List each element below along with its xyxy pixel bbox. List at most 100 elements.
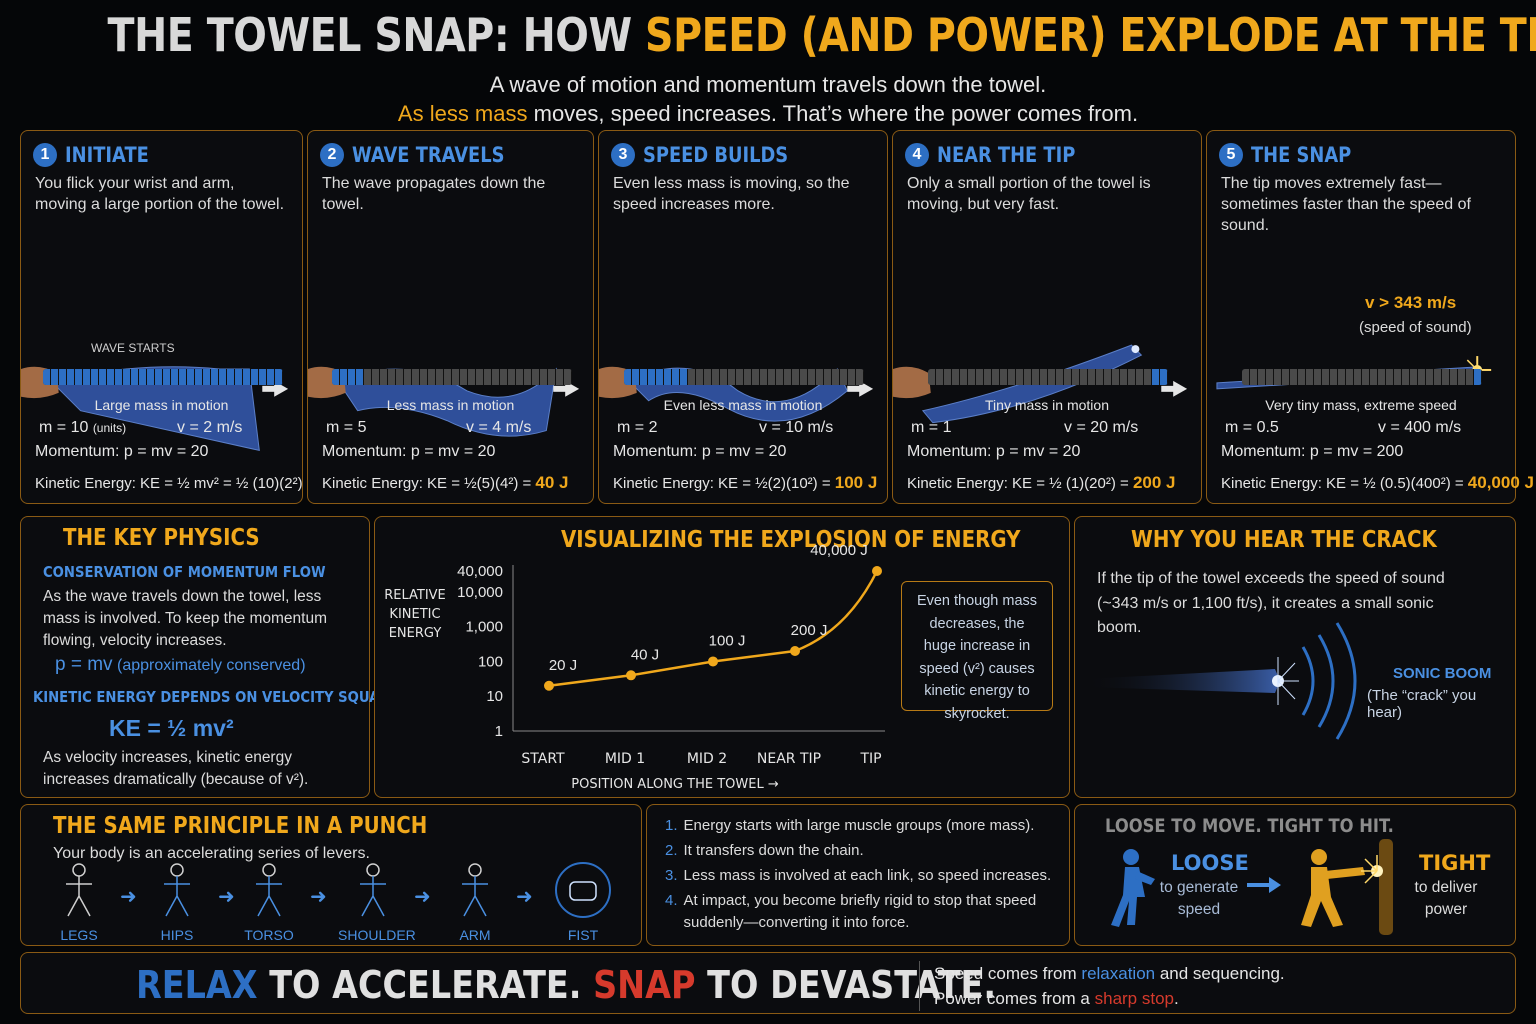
mass-segment [1016, 369, 1024, 385]
y-tick-label: 1 [495, 723, 503, 740]
chain-arrow-icon: ➜ [310, 886, 327, 908]
mass-segment [1314, 369, 1322, 385]
mass-segment [428, 369, 436, 385]
wave-starts-label: WAVE STARTS [91, 341, 175, 355]
data-point [790, 646, 800, 656]
mass-segment [792, 369, 800, 385]
mass-value-text: m = 2 [617, 419, 658, 436]
mass-segment [1434, 369, 1442, 385]
chain-link-legs: LEGS [44, 860, 114, 943]
mass-value-text: m = 10 [39, 419, 89, 436]
mass-segment [632, 369, 640, 385]
mass-value: m = 0.5 [1225, 419, 1279, 437]
data-label: 20 J [549, 657, 577, 674]
momentum-flow-heading: CONSERVATION OF MOMENTUM FLOW [43, 563, 326, 581]
step-number: 3 [611, 143, 635, 167]
mass-segment [1282, 369, 1290, 385]
mass-segment [824, 369, 832, 385]
chain-arrow-icon: ➜ [218, 886, 235, 908]
mass-segment [67, 369, 75, 385]
mass-segment [680, 369, 688, 385]
mass-segment [1458, 369, 1466, 385]
punch-list-panel: 1. Energy starts with large muscle groups… [646, 804, 1070, 946]
mass-segment [171, 369, 179, 385]
mass-segment [1346, 369, 1354, 385]
fist-icon [555, 862, 611, 918]
momentum-formula-main: p = mv [55, 654, 113, 675]
mass-segment [195, 369, 203, 385]
mass-segment [508, 369, 516, 385]
hips-icon [164, 863, 190, 917]
punch-step-text: At impact, you become briefly rigid to s… [683, 892, 1037, 931]
mass-unit: (units) [92, 421, 127, 435]
mass-segment [1024, 369, 1032, 385]
step-description: The tip moves extremely fast—sometimes f… [1221, 175, 1471, 234]
mass-segment [1128, 369, 1136, 385]
mass-segment [99, 369, 107, 385]
mass-segment [832, 369, 840, 385]
mass-segment [259, 369, 267, 385]
momentum-value: Momentum: p = mv = 20 [613, 443, 787, 460]
mass-value-text: m = 1 [911, 419, 952, 436]
kinetic-energy-formula: Kinetic Energy: KE = ½(5)(4²) = [322, 475, 536, 492]
data-label: 100 J [709, 632, 746, 649]
mass-segment [944, 369, 952, 385]
mass-segment [235, 369, 243, 385]
mass-segment [992, 369, 1000, 385]
mass-segment [524, 369, 532, 385]
chain-label: ARM [459, 927, 491, 943]
mass-segment [332, 369, 340, 385]
chain-arrow-icon: ➜ [516, 886, 533, 908]
y-tick-label: 40,000 [457, 563, 503, 580]
mass-segment [396, 369, 404, 385]
mass-segment [436, 369, 444, 385]
mass-segment [1426, 369, 1434, 385]
mass-segment [444, 369, 452, 385]
mass-segment [1032, 369, 1040, 385]
mass-segment [556, 369, 564, 385]
mass-segment [356, 369, 364, 385]
mass-segment [656, 369, 664, 385]
punch-step: 4. At impact, you become briefly rigid to… [665, 890, 1055, 934]
kinetic-energy: Kinetic Energy: KE = ½ (0.5)(400²) = 40,… [1221, 473, 1534, 493]
banner-line1b: relaxation [1081, 964, 1156, 983]
mass-segment [976, 369, 984, 385]
key-physics-panel: THE KEY PHYSICS CONSERVATION OF MOMENTUM… [20, 516, 410, 798]
momentum-value: Momentum: p = mv = 200 [1221, 443, 1404, 460]
series-line [548, 570, 879, 688]
y-tick-label: 10,000 [457, 584, 503, 601]
chain-label: LEGS [60, 927, 98, 943]
mass-segment [1450, 369, 1458, 385]
spark-icon [1131, 345, 1140, 354]
mass-segment [267, 369, 275, 385]
mass-segment [420, 369, 428, 385]
mass-segment [1160, 369, 1168, 385]
y-axis-label: ENERGY [389, 626, 442, 641]
kinetic-energy: Kinetic Energy: KE = ½ (1)(20²) = 200 J [907, 473, 1175, 493]
mass-segment [1298, 369, 1306, 385]
kinetic-energy-formula: Kinetic Energy: KE = ½ (1)(20²) = [907, 475, 1133, 492]
mass-segment [1386, 369, 1394, 385]
mass-segment [348, 369, 356, 385]
mass-segment [1056, 369, 1064, 385]
mass-segment [1394, 369, 1402, 385]
mass-segment [91, 369, 99, 385]
sonic-boom-illustration [1085, 622, 1357, 740]
mass-segment [211, 369, 219, 385]
punch-step-number: 2. [665, 842, 678, 859]
mass-segment [1152, 369, 1160, 385]
mass-segment [364, 369, 372, 385]
tight-boxer-icon [1301, 849, 1365, 927]
step-title: WAVE TRAVELS [352, 143, 505, 167]
mass-segment [1120, 369, 1128, 385]
kinetic-energy-value: 40,000 J [1467, 473, 1534, 492]
mass-segment [468, 369, 476, 385]
step-header: 5 THE SNAP [1219, 143, 1369, 167]
mass-segment [1338, 369, 1346, 385]
mass-bar [1242, 369, 1482, 385]
mass-segment [75, 369, 83, 385]
step-header: 4 NEAR THE TIP [905, 143, 1100, 167]
momentum-formula-note: (approximately conserved) [112, 657, 306, 674]
mass-segment [1072, 369, 1080, 385]
chain-link-shoulder: SHOULDER [338, 860, 416, 943]
